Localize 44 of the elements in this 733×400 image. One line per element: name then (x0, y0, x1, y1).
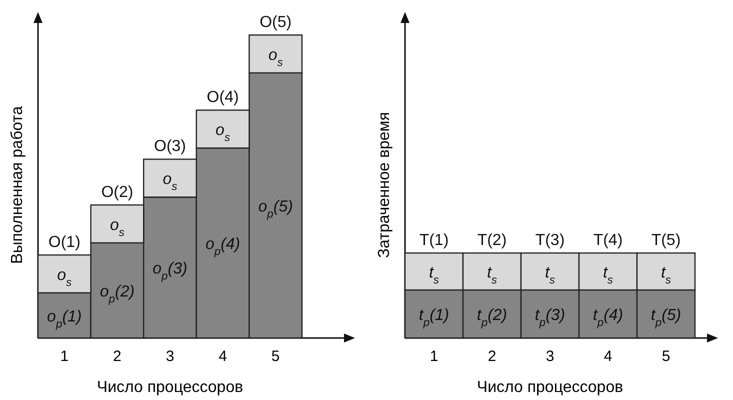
total-label: T(4) (593, 232, 623, 249)
x-axis-title: Число процессоров (96, 379, 244, 396)
annotation: t$_{s}$ (428, 264, 440, 286)
x-tick-label: 4 (218, 348, 227, 365)
x-tick-label: 3 (166, 348, 174, 365)
annotation: t$_{s}$ (602, 264, 614, 286)
x-tick-label: 5 (662, 348, 670, 365)
annotation: o$_{p}$(3) (152, 260, 188, 283)
total-label: O(4) (206, 89, 239, 106)
total-label: O(3) (154, 138, 186, 156)
x-tick-label: 1 (430, 348, 438, 365)
annotation: t$_{p}$(2) (476, 306, 508, 329)
total-label: O(5) (260, 14, 292, 31)
annotation: o$_{p}$(2) (100, 283, 135, 306)
x-tick-label: 2 (113, 348, 122, 365)
total-label: T(1) (419, 232, 449, 249)
total-label: T(2) (477, 232, 507, 249)
x-axis-title: Число процессоров (476, 379, 624, 396)
total-label: O(1) (48, 234, 80, 251)
x-tick-label: 2 (488, 348, 496, 365)
annotation: t$_{p}$(4) (592, 306, 624, 329)
annotation: t$_{p}$(1) (418, 306, 450, 329)
x-tick-label: 3 (546, 348, 554, 365)
total-label: T(3) (535, 232, 565, 249)
total-label: T(5) (651, 232, 681, 249)
annotation: t$_{s}$ (544, 264, 556, 286)
x-tick-label: 5 (271, 348, 280, 365)
annotation: t$_{p}$(5) (650, 306, 682, 329)
annotation: o$_{s}$ (110, 216, 125, 239)
annotation: o$_{s}$ (216, 122, 230, 144)
y-axis-title: Затраченное время (376, 112, 393, 258)
annotation: o$_{s}$ (162, 171, 178, 194)
annotation: o$_{p}$(4) (205, 236, 240, 258)
annotation: t$_{s}$ (486, 264, 498, 286)
total-label: O(2) (101, 184, 134, 201)
annotation: o$_{s}$ (57, 266, 72, 289)
annotation: t$_{s}$ (660, 264, 672, 286)
annotation: o$_{p}$(1) (47, 308, 82, 330)
x-tick-label: 4 (604, 348, 612, 365)
annotation: o$_{s}$ (268, 46, 284, 69)
y-axis-title: Выполненная работа (9, 106, 26, 264)
annotation: o$_{p}$(5) (258, 198, 293, 220)
x-tick-label: 1 (60, 348, 69, 365)
annotation: t$_{p}$(3) (534, 306, 566, 329)
